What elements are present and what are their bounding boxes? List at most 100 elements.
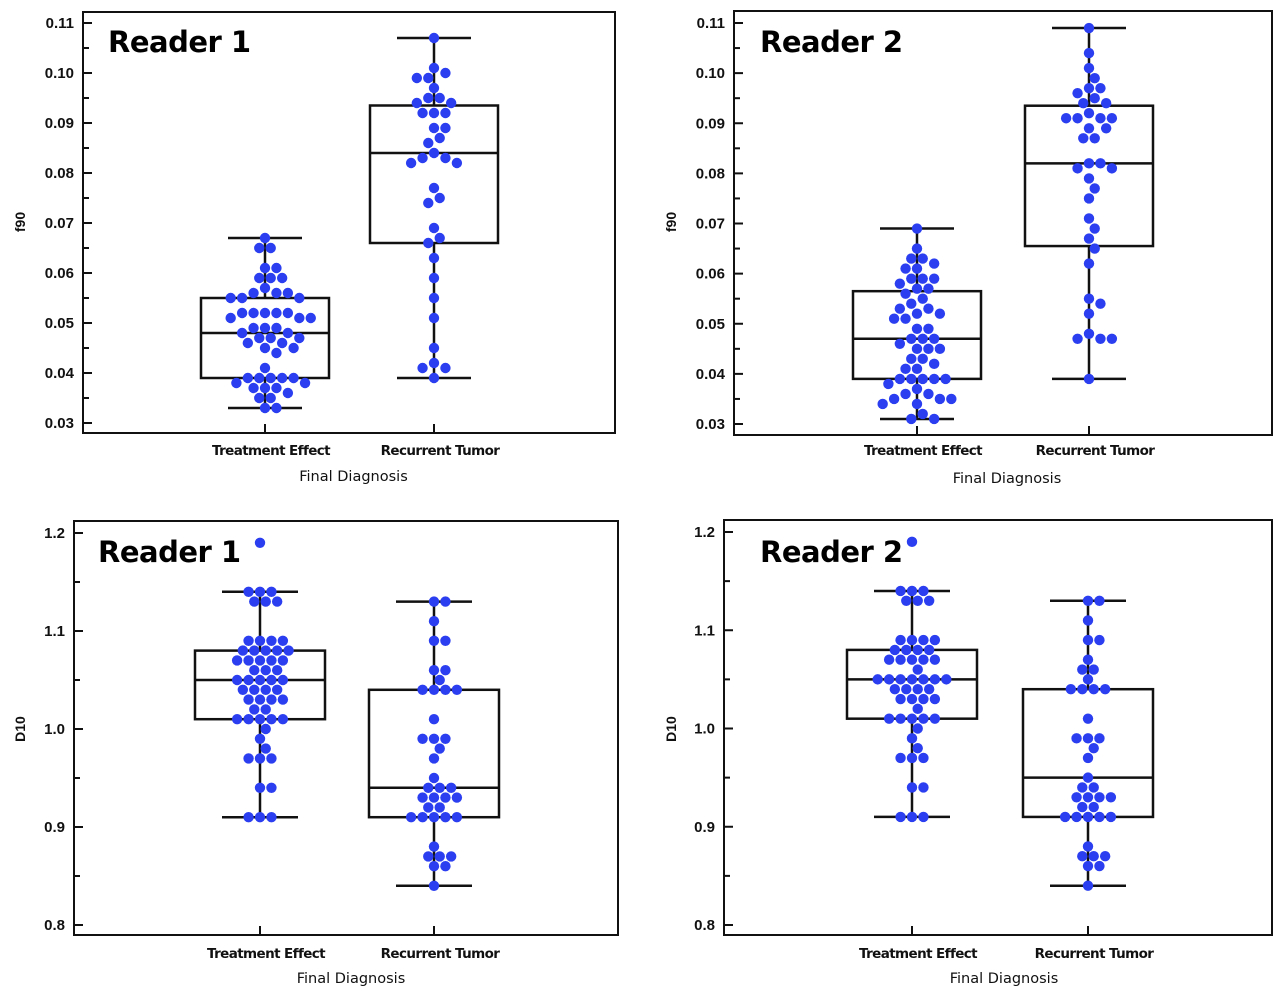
data-point [428, 372, 440, 384]
y-tick-label: 0.9 [694, 819, 715, 836]
data-point [434, 232, 445, 244]
y-axis-title: D10 [12, 716, 28, 742]
data-point [259, 342, 271, 354]
data-point [883, 654, 895, 665]
data-point [440, 861, 451, 872]
data-point [900, 288, 911, 299]
data-point [249, 596, 260, 607]
data-point [242, 372, 254, 384]
data-point [266, 586, 277, 597]
data-point [906, 752, 918, 764]
data-point [1088, 684, 1099, 695]
data-point [906, 253, 917, 264]
data-point [248, 322, 259, 334]
data-point [918, 585, 929, 597]
x-tick-label: Treatment Effect [207, 946, 326, 962]
y-tick-label: 0.09 [696, 115, 725, 132]
data-point [417, 812, 428, 823]
data-point [445, 851, 457, 862]
data-point [906, 333, 917, 344]
data-point [1082, 811, 1094, 823]
data-point [912, 723, 923, 734]
data-point [1082, 841, 1094, 852]
data-point [1083, 258, 1095, 269]
data-point [237, 645, 249, 656]
data-point [243, 714, 254, 725]
data-point [889, 684, 901, 695]
x-axis-title: Final Diagnosis [299, 469, 408, 485]
data-point [451, 684, 463, 695]
data-point [254, 586, 266, 597]
data-point [906, 273, 917, 284]
data-point [928, 358, 940, 370]
data-point [1082, 880, 1094, 891]
data-point [917, 293, 928, 304]
data-point [271, 402, 282, 414]
data-point [918, 713, 929, 724]
data-point [912, 684, 923, 695]
data-point [423, 237, 434, 249]
data-point [423, 72, 434, 84]
y-tick-label: 0.03 [696, 416, 725, 433]
data-point [1083, 47, 1095, 59]
data-point [271, 665, 283, 676]
data-point [428, 684, 440, 695]
data-point [282, 387, 294, 399]
y-tick-label: 1.2 [44, 525, 65, 542]
data-point [271, 347, 282, 359]
y-tick-label: 0.03 [45, 415, 74, 432]
data-point [265, 332, 276, 344]
panel-1: 0.03 0.04 0.05 0.06 0.07 0.08 0.09 0.10 0.11 Trea… [12, 11, 616, 485]
data-point [254, 392, 265, 404]
data-point [923, 388, 934, 400]
y-tick-label: 0.09 [45, 115, 74, 132]
data-point [1082, 654, 1094, 665]
data-point [259, 307, 271, 319]
data-point [423, 137, 434, 149]
data-point [248, 307, 259, 319]
data-point [428, 357, 440, 369]
data-point [259, 322, 271, 334]
data-point [1083, 308, 1095, 319]
y-tick-label: 0.07 [45, 215, 74, 232]
data-point [428, 714, 440, 725]
data-point [259, 282, 271, 294]
data-point [923, 595, 935, 606]
data-point [917, 408, 928, 420]
data-point [1078, 98, 1089, 109]
data-point [434, 132, 445, 144]
data-point [236, 307, 248, 319]
data-point [918, 654, 929, 665]
y-tick-label: 1.1 [694, 622, 715, 639]
y-tick-label: 1.2 [694, 524, 715, 541]
data-point [901, 595, 912, 606]
data-point [417, 684, 428, 695]
data-point [917, 253, 928, 264]
data-point [265, 242, 276, 254]
data-point [1082, 860, 1094, 872]
data-point [428, 182, 440, 194]
data-point [883, 674, 895, 685]
y-tick-label: 0.9 [44, 819, 65, 836]
data-point [440, 122, 451, 134]
data-point [417, 152, 428, 164]
y-tick-label: 0.11 [46, 15, 74, 32]
data-point [934, 308, 946, 319]
data-point [428, 342, 440, 354]
data-point [906, 585, 918, 597]
data-point [434, 743, 445, 754]
data-point [917, 333, 928, 344]
data-point [1095, 333, 1106, 344]
data-point [1082, 615, 1094, 626]
data-point [917, 353, 928, 365]
data-point [417, 107, 428, 119]
data-point [294, 332, 305, 344]
data-point [900, 263, 911, 274]
data-point [1077, 782, 1088, 793]
data-point [911, 363, 923, 375]
data-point [928, 258, 940, 269]
data-point [1077, 684, 1088, 695]
data-point [894, 303, 906, 314]
data-point [1083, 62, 1095, 74]
data-point [923, 644, 935, 656]
